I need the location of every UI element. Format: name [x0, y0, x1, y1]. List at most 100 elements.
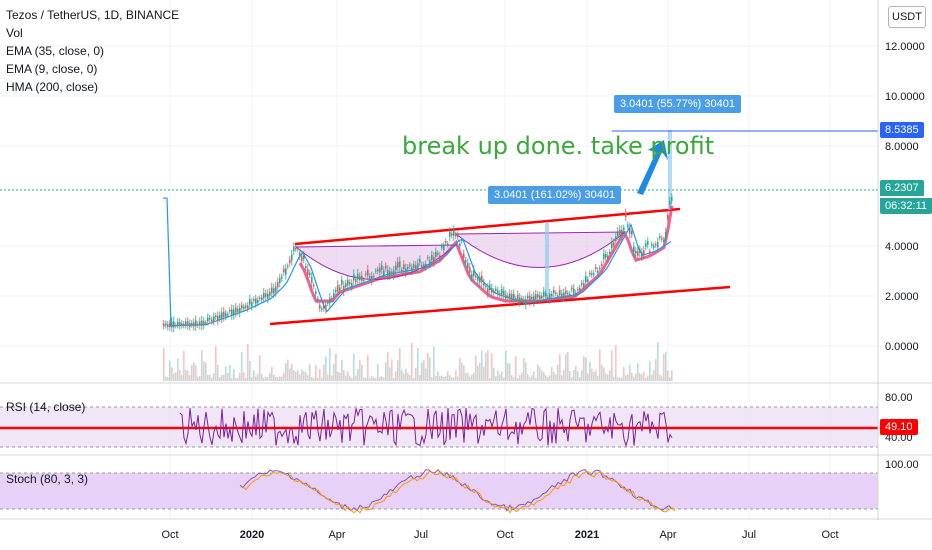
volume-bar [211, 377, 213, 381]
volume-bar [457, 376, 459, 381]
volume-bar [387, 351, 389, 381]
candle-body [183, 323, 185, 326]
candle-body [285, 268, 287, 275]
candle-body [517, 294, 519, 300]
candle-body [187, 321, 189, 326]
candle-body [565, 290, 567, 295]
measure-badge-1[interactable]: 3.0401 (161.02%) 30401 [488, 186, 622, 204]
candle-body [561, 293, 563, 298]
volume-bar [647, 375, 649, 381]
candle-body [551, 294, 553, 297]
candle-body [417, 263, 419, 269]
candle-body [619, 229, 621, 235]
currency-button[interactable]: USDT [888, 6, 926, 28]
candle-body [503, 290, 505, 296]
volume-bar [195, 365, 197, 381]
volume-bar [627, 374, 629, 381]
volume-bar [643, 371, 645, 381]
volume-bar [231, 377, 233, 381]
volume-bar [663, 353, 665, 381]
volume-bar [555, 374, 557, 381]
annotation-text[interactable]: break up done. take profit [402, 132, 715, 160]
volume-bar [235, 377, 237, 381]
candle-body [317, 298, 319, 301]
volume-bar [573, 370, 575, 381]
candle-body [671, 197, 673, 201]
candle-body [445, 241, 447, 243]
candle-body [459, 243, 461, 246]
candle-body [331, 298, 333, 300]
last-price-badge: 6.2307 [880, 180, 924, 196]
volume-bar [537, 364, 539, 381]
candle-body [591, 273, 593, 276]
candle-body [167, 324, 169, 327]
stoch-label[interactable]: Stoch (80, 3, 3) [6, 472, 89, 486]
candle-body [207, 317, 209, 322]
time-tick-label: 2020 [240, 529, 264, 541]
volume-bar [335, 354, 337, 381]
indicator-vol[interactable]: Vol [6, 26, 23, 40]
volume-bar [671, 370, 673, 381]
volume-bar [495, 376, 497, 381]
candle-body [209, 317, 211, 320]
volume-bar [397, 360, 399, 381]
volume-bar [381, 376, 383, 381]
time-tick-label: Oct [821, 529, 838, 541]
candle-body [381, 265, 383, 270]
volume-bar [201, 350, 203, 381]
candle-body [601, 263, 603, 266]
volume-bar [427, 352, 429, 381]
volume-bar [651, 374, 653, 381]
volume-bar [307, 374, 309, 381]
candle-body [477, 277, 479, 281]
volume-bar [251, 377, 253, 381]
volume-bar [451, 377, 453, 381]
candle-body [319, 304, 321, 309]
volume-bar [383, 377, 385, 381]
volume-bar [177, 358, 179, 381]
volume-bar [199, 375, 201, 381]
volume-bar [361, 364, 363, 381]
candle-body [273, 288, 275, 294]
volume-bar [589, 361, 591, 381]
candle-body [533, 296, 535, 302]
indicator-hma200[interactable]: HMA (200, close) [6, 80, 99, 94]
candle-body [627, 224, 629, 227]
candle-body [339, 287, 341, 291]
volume-bar [535, 377, 537, 381]
volume-bar [385, 362, 387, 381]
candle-body [515, 298, 517, 300]
volume-bar [609, 370, 611, 381]
candle-body [655, 243, 657, 246]
candle-body [593, 273, 595, 275]
candle-body [221, 312, 223, 319]
candle-body [623, 227, 625, 230]
volume-bar [409, 374, 411, 381]
candle-body [177, 321, 179, 325]
indicator-ema9[interactable]: EMA (9, close, 0) [6, 62, 98, 76]
volume-bar [165, 376, 167, 381]
volume-bar [437, 371, 439, 381]
candle-body [347, 280, 349, 286]
candle-body [553, 289, 555, 294]
volume-bar [337, 371, 339, 381]
volume-bar [467, 372, 469, 381]
candle-body [379, 267, 381, 273]
measure-badge-2[interactable]: 3.0401 (55.77%) 30401 [614, 95, 741, 113]
volume-bar [187, 370, 189, 381]
indicator-ema35[interactable]: EMA (35, close, 0) [6, 44, 105, 58]
candle-body [489, 284, 491, 291]
volume-bar [185, 369, 187, 381]
candle-body [259, 297, 261, 299]
volume-bar [443, 377, 445, 381]
candle-body [543, 291, 545, 297]
volume-bar [593, 371, 595, 381]
candle-body [389, 271, 391, 276]
volume-bar [611, 350, 613, 381]
rsi-label[interactable]: RSI (14, close) [6, 400, 86, 414]
candle-body [311, 276, 313, 283]
volume-bar [583, 356, 585, 381]
measure-rect-2 [668, 130, 672, 210]
candle-body [621, 229, 623, 236]
